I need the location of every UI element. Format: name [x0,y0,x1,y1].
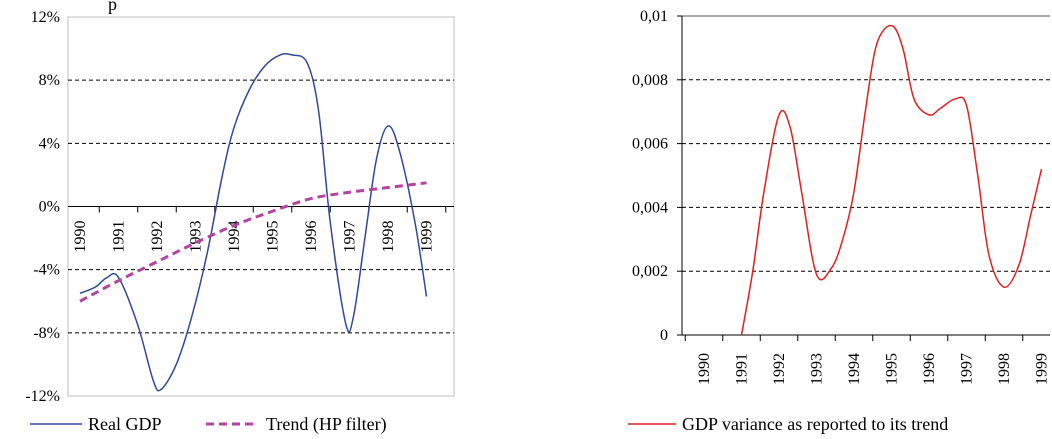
x-tick-label: 1990 [696,353,713,385]
y-tick-label: 0,008 [632,72,668,89]
left-y-axis: -12% -8% -4% 0% 4% 8% 12% [25,9,60,405]
legend-label-trend: Trend (HP filter) [266,414,387,435]
y-tick-label: 8% [39,72,60,89]
left-legend: Real GDP Trend (HP filter) [30,414,387,435]
right-grid [682,15,1050,272]
right-x-axis: 1990 1991 1992 1993 1994 1995 1996 1997 1998 1999 [682,334,1051,385]
y-tick-label: 0,004 [632,199,668,216]
x-tick-label: 1995 [265,221,282,253]
y-tick-label: -12% [25,388,60,405]
legend-label-real-gdp: Real GDP [88,414,162,434]
left-grid [68,79,454,334]
y-tick-label: 0% [39,199,60,216]
x-tick-label: 1997 [959,353,976,385]
left-series [79,52,428,392]
x-tick-label: 1998 [996,353,1013,385]
legend-label-variance: GDP variance as reported to its trend [682,414,948,434]
x-tick-label: 1995 [884,353,901,385]
series-line-real-gdp [79,52,428,392]
y-tick-label: 4% [39,135,60,152]
x-tick-label: 1994 [226,221,243,253]
right-series [740,24,1043,336]
x-tick-label: 1991 [734,353,751,385]
x-tick-label: 1996 [921,353,938,385]
y-tick-label: 0,002 [632,263,668,280]
y-tick-label: 12% [31,9,60,26]
x-tick-label: 1996 [303,221,320,253]
y-tick-label: -4% [33,262,60,279]
right-legend: GDP variance as reported to its trend [628,414,948,434]
x-tick-label: 1994 [846,353,863,385]
x-tick-label: 1998 [380,221,397,253]
y-tick-label: 0 [660,327,668,344]
left-chart: p -12%-8%-4%0%4%8%12% 1990 1991 1992 1993 19… [25,0,455,435]
x-tick-label: 1993 [809,353,826,385]
right-y-axis: 0 0,002 0,004 0,006 0,008 0,01 [632,8,683,344]
y-tick-label: 0,01 [640,8,668,25]
chart-title-fragment: p [108,0,117,14]
x-tick-label: 1997 [342,221,359,253]
left-x-axis: 1990 1991 1992 1993 1994 1995 1996 1997 1998 1999 [68,206,454,253]
x-tick-label: 1992 [149,221,166,253]
x-tick-label: 1999 [419,221,436,253]
x-tick-label: 1993 [188,221,205,253]
y-tick-label: -8% [33,325,60,342]
x-tick-label: 1999 [1034,353,1051,385]
y-tick-label: 0,006 [632,136,668,153]
series-line-variance [740,24,1043,336]
series-line-trend [79,181,427,303]
x-tick-label: 1990 [72,221,89,253]
x-tick-label: 1991 [111,221,128,253]
x-tick-label: 1992 [771,353,788,385]
